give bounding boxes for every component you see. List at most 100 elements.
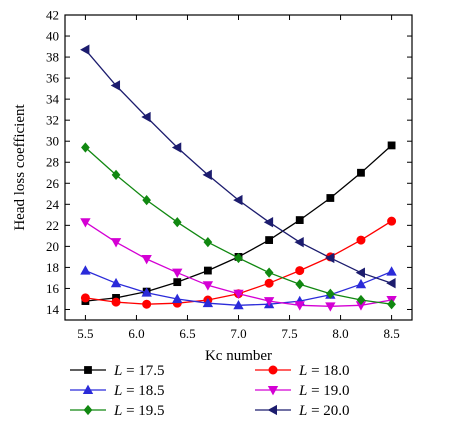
data-point	[263, 217, 274, 228]
data-point	[387, 216, 397, 226]
data-point	[295, 279, 305, 290]
legend-marker	[83, 404, 93, 416]
data-point	[171, 142, 182, 153]
legend-label: L = 17.5	[113, 363, 165, 379]
y-tick-label: 30	[46, 134, 59, 149]
x-axis-ticks: 5.5 6.0 6.5 7.0 7.5 8.0 8.5	[77, 15, 400, 341]
series-L-17.5	[81, 141, 396, 305]
data-point	[80, 293, 90, 303]
x-axis-title: Kc number	[205, 348, 272, 364]
data-point	[355, 267, 365, 278]
data-point	[387, 299, 396, 310]
data-point	[294, 236, 304, 248]
data-point	[294, 301, 305, 311]
y-tick-label: 14	[46, 302, 60, 317]
legend-label: L = 19.5	[113, 403, 165, 419]
data-point	[234, 252, 243, 264]
data-point	[173, 278, 182, 287]
x-tick-label: 6.0	[128, 326, 144, 341]
data-point	[264, 278, 274, 288]
legend: L = 17.5 L = 18.0 L = 18.5 L = 19.0 L = 19.5…	[70, 363, 350, 419]
legend-item: L = 19.5	[70, 403, 165, 419]
legend-item: L = 20.0	[255, 403, 350, 419]
y-tick-label: 22	[46, 218, 59, 233]
data-point	[172, 268, 183, 278]
data-point	[202, 281, 214, 291]
data-point	[111, 169, 121, 180]
data-point	[325, 302, 336, 312]
data-point	[387, 141, 396, 150]
y-tick-label: 24	[46, 197, 60, 212]
y-tick-label: 16	[46, 281, 60, 296]
x-tick-label: 5.5	[77, 326, 93, 341]
data-point	[264, 267, 274, 278]
data-point	[356, 294, 366, 306]
data-point	[295, 216, 304, 224]
y-tick-label: 32	[46, 113, 59, 128]
data-point	[202, 297, 214, 308]
data-point	[110, 238, 122, 248]
data-point	[172, 217, 182, 228]
data-point	[355, 278, 367, 289]
x-tick-label: 7.5	[281, 326, 297, 341]
data-point	[141, 111, 151, 123]
data-point	[81, 142, 90, 153]
x-tick-label: 8.0	[332, 326, 348, 341]
legend-item: L = 18.0	[255, 363, 350, 379]
data-point	[110, 277, 122, 288]
y-axis-title: Head loss coefficient	[12, 103, 28, 230]
data-point	[386, 278, 396, 289]
legend-marker	[82, 384, 94, 395]
x-tick-label: 8.5	[383, 326, 399, 341]
data-point	[110, 80, 121, 91]
data-point	[111, 297, 121, 307]
data-point	[202, 169, 212, 181]
legend-item: L = 19.0	[255, 383, 350, 399]
x-tick-label: 6.5	[179, 326, 195, 341]
data-point	[326, 288, 335, 299]
legend-item: L = 17.5	[70, 363, 165, 379]
data-point	[325, 252, 335, 264]
series-L-20.0	[80, 44, 396, 289]
legend-marker	[267, 385, 279, 396]
legend-marker	[268, 365, 278, 375]
y-tick-label: 26	[46, 176, 60, 191]
data-point	[357, 168, 365, 177]
series-line	[84, 147, 392, 305]
data-point	[172, 293, 183, 303]
legend-label: L = 18.0	[298, 363, 350, 379]
series-L-19.0	[80, 218, 397, 312]
data-point	[80, 218, 91, 228]
y-tick-label: 18	[46, 260, 59, 275]
legend-marker	[84, 366, 92, 374]
data-point	[263, 297, 275, 307]
series-layer	[80, 44, 397, 312]
y-tick-label: 38	[46, 50, 59, 65]
data-point	[142, 194, 151, 206]
legend-item: L = 18.5	[70, 383, 165, 399]
data-point	[141, 254, 152, 265]
y-tick-label: 34	[46, 92, 60, 107]
data-point	[80, 265, 91, 275]
y-axis-ticks: 14 16 18 20 22 24 26 28 30 32 34 36 38 40 42	[46, 8, 412, 317]
data-point	[295, 266, 305, 276]
data-point	[203, 237, 213, 248]
data-point	[233, 194, 243, 206]
y-tick-label: 28	[46, 155, 59, 170]
series-line	[85, 144, 393, 302]
data-point	[326, 194, 335, 202]
data-point	[356, 235, 366, 245]
data-point	[233, 299, 244, 310]
data-point	[142, 299, 152, 309]
y-tick-label: 42	[46, 8, 59, 23]
data-point	[265, 236, 274, 244]
legend-label: L = 18.5	[113, 383, 165, 399]
data-point	[386, 266, 397, 276]
data-point	[233, 289, 244, 300]
series-L-19.5	[81, 142, 396, 310]
legend-label: L = 20.0	[298, 403, 350, 419]
data-point	[141, 287, 152, 297]
legend-marker	[267, 404, 278, 416]
legend-label: L = 19.0	[298, 383, 350, 399]
